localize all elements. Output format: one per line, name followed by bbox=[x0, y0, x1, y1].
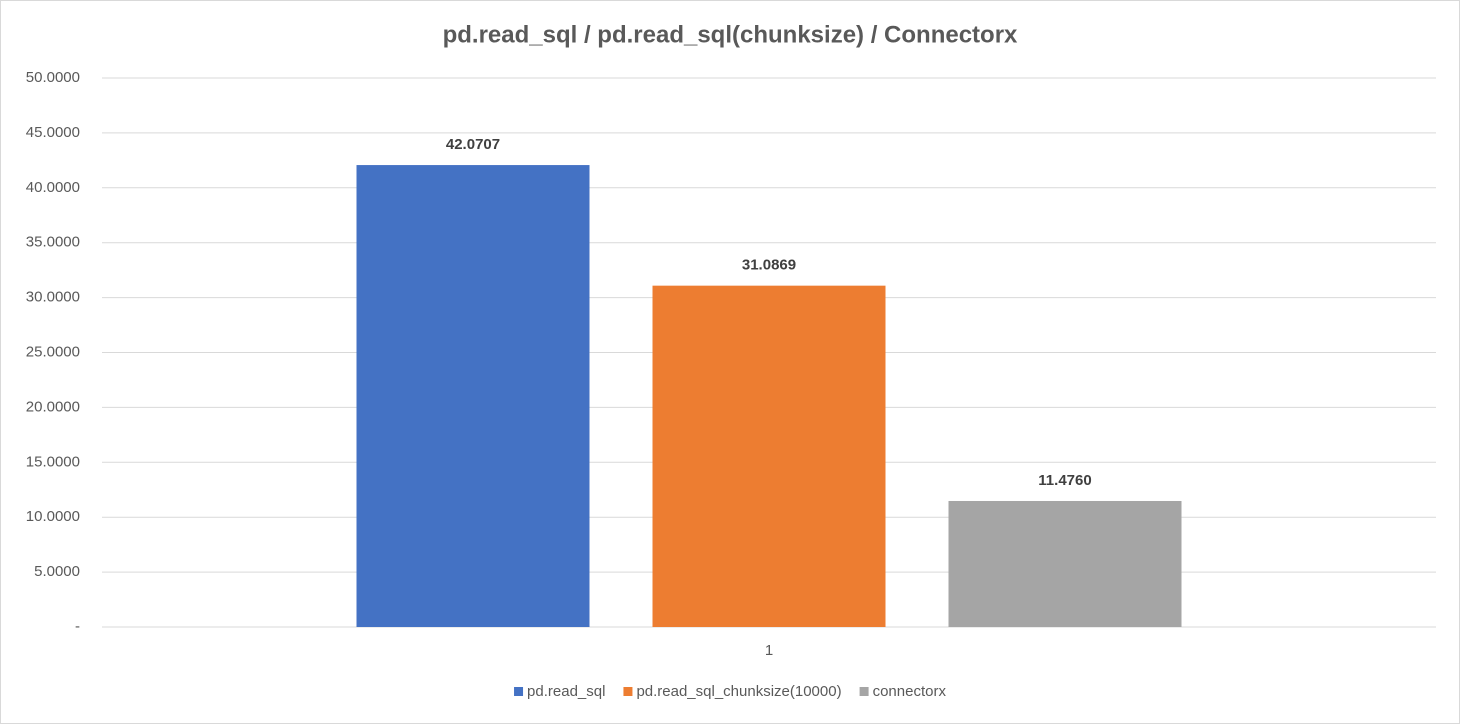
value-label: 31.0869 bbox=[742, 257, 796, 274]
y-tick-label: 15.0000 bbox=[26, 453, 80, 470]
bar bbox=[356, 165, 590, 627]
chart-title: pd.read_sql / pd.read_sql(chunksize) / C… bbox=[443, 21, 1018, 48]
legend-label: pd.read_sql bbox=[527, 683, 605, 700]
value-label: 42.0707 bbox=[446, 136, 500, 153]
y-tick-label: 50.0000 bbox=[26, 69, 80, 86]
legend-swatch bbox=[514, 687, 524, 696]
y-tick-label: 40.0000 bbox=[26, 179, 80, 196]
y-tick-label: 20.0000 bbox=[26, 398, 80, 415]
y-tick-label: 45.0000 bbox=[26, 124, 80, 141]
legend-swatch bbox=[623, 687, 633, 696]
legend-swatch bbox=[859, 687, 869, 696]
value-label: 11.4760 bbox=[1038, 472, 1091, 489]
legend-label: pd.read_sql_chunksize(10000) bbox=[636, 683, 841, 700]
y-tick-label: 10.0000 bbox=[26, 508, 80, 525]
y-tick-label: 35.0000 bbox=[26, 234, 80, 251]
x-tick-label: 1 bbox=[765, 642, 773, 659]
y-tick-label: 5.0000 bbox=[34, 563, 80, 580]
legend-label: connectorx bbox=[873, 683, 947, 700]
y-tick-label: 30.0000 bbox=[26, 289, 80, 306]
bar bbox=[948, 500, 1182, 627]
bar bbox=[652, 285, 886, 627]
y-tick-label: - bbox=[75, 618, 80, 635]
y-tick-label: 25.0000 bbox=[26, 343, 80, 360]
